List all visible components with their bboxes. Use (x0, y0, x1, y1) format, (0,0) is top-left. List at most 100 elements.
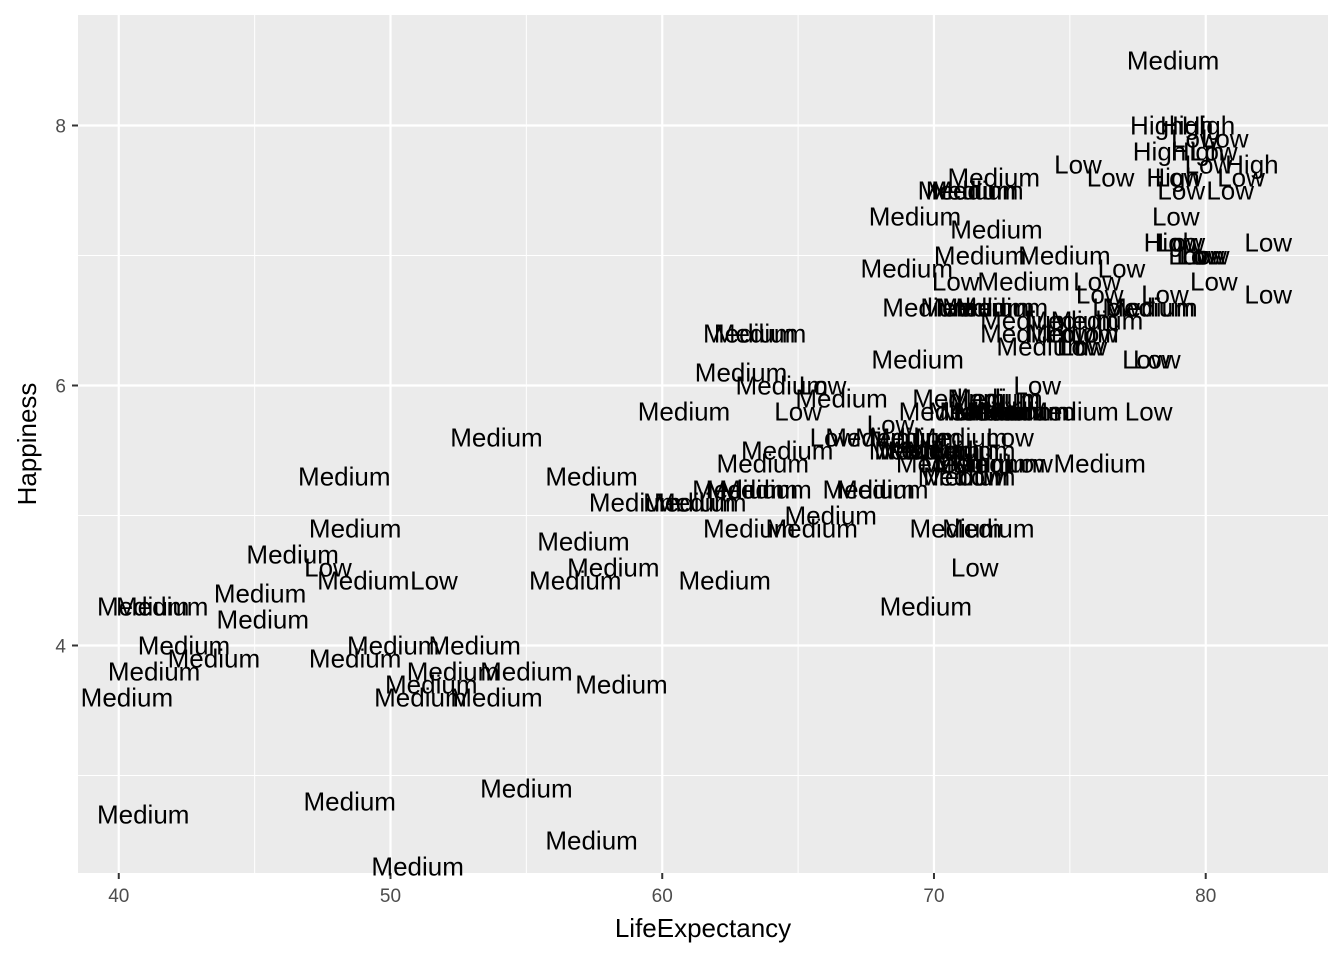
point-label: Low (1244, 228, 1292, 258)
point-label: Medium (692, 475, 784, 505)
plot-background (78, 15, 1328, 873)
point-label: Medium (1051, 306, 1143, 336)
point-label: Low (1125, 397, 1173, 427)
point-label: Medium (1026, 397, 1118, 427)
point-label: Medium (717, 449, 809, 479)
point-label: Medium (937, 293, 1029, 323)
point-label: Low (774, 397, 822, 427)
point-label: Low (1013, 371, 1061, 401)
point-label: Low (1133, 345, 1181, 375)
point-label: Medium (97, 800, 189, 830)
point-label: Medium (918, 462, 1010, 492)
point-label: Medium (934, 241, 1026, 271)
point-label: Medium (428, 631, 520, 661)
y-tick-label: 6 (55, 377, 66, 398)
point-label: Low (1092, 293, 1140, 323)
point-label: Medium (928, 397, 1020, 427)
point-label: Medium (309, 514, 401, 544)
point-label: Medium (217, 605, 309, 635)
y-tick-label: 8 (55, 117, 66, 138)
point-label: Medium (741, 436, 833, 466)
point-label: Medium (948, 163, 1040, 193)
point-label: Medium (1102, 293, 1194, 323)
point-label: Low (1217, 163, 1265, 193)
point-label: Medium (371, 852, 463, 882)
point-label: Low (1244, 280, 1292, 310)
point-label: Medium (980, 319, 1072, 349)
point-label: Medium (545, 826, 637, 856)
point-label: Medium (956, 293, 1048, 323)
point-label: Low (1179, 241, 1227, 271)
point-label: Medium (861, 254, 953, 284)
point-label: Medium (719, 475, 811, 505)
point-label: Medium (309, 644, 401, 674)
point-label: Medium (654, 488, 746, 518)
point-label: Medium (714, 319, 806, 349)
x-axis-title: LifeExpectancy (615, 913, 791, 943)
point-label: Medium (874, 436, 966, 466)
point-label: Low (986, 423, 1034, 453)
point-label: Medium (138, 631, 230, 661)
point-label: Medium (939, 397, 1031, 427)
point-label: Low (1171, 124, 1219, 154)
point-label: Medium (589, 488, 681, 518)
point-label: Medium (385, 670, 477, 700)
point-label: Low (1046, 319, 1094, 349)
point-label: Medium (983, 397, 1075, 427)
point-label: Low (932, 267, 980, 297)
point-label: Medium (953, 397, 1045, 427)
point-label: Low (1182, 241, 1230, 271)
point-label: Medium (695, 358, 787, 388)
point-label: Medium (1026, 319, 1118, 349)
point-label: Medium (1026, 306, 1118, 336)
point-label: Medium (918, 176, 1010, 206)
point-label: Medium (1105, 293, 1197, 323)
point-label: Low (867, 410, 915, 440)
point-label: Medium (980, 306, 1072, 336)
point-label: Low (1206, 176, 1254, 206)
point-label: Medium (168, 644, 260, 674)
point-label: Medium (1018, 241, 1110, 271)
point-label: Medium (950, 215, 1042, 245)
x-tick-label: 60 (652, 886, 673, 907)
point-label: Low (1190, 267, 1238, 297)
point-label: Medium (956, 397, 1048, 427)
y-tick-label: 4 (55, 637, 66, 658)
point-label: Medium (575, 670, 667, 700)
point-label: Medium (317, 566, 409, 596)
point-label: High (1144, 228, 1197, 258)
point-label: Medium (545, 462, 637, 492)
point-label: Low (1185, 150, 1233, 180)
point-label: Medium (948, 384, 1040, 414)
point-label: Medium (926, 176, 1018, 206)
point-label: Medium (825, 423, 917, 453)
axis-ticks: 40 50 60 70 80 4 6 8 (55, 117, 1216, 908)
point-label: Low (1141, 280, 1189, 310)
x-tick-label: 70 (923, 886, 944, 907)
point-label: Low (1152, 202, 1200, 232)
point-label: High (1182, 111, 1235, 141)
point-label: Medium (880, 436, 972, 466)
point-label: Low (1155, 163, 1203, 193)
point-label: Medium (855, 423, 947, 453)
point-label: Medium (246, 540, 338, 570)
point-label: Medium (784, 501, 876, 531)
point-label: Medium (537, 527, 629, 557)
point-label: Low (1057, 332, 1105, 362)
point-label: Medium (882, 293, 974, 323)
point-label: Low (951, 553, 999, 583)
point-label: Medium (915, 423, 1007, 453)
point-label: Medium (920, 293, 1012, 323)
point-label: Medium (703, 319, 795, 349)
point-label: Medium (967, 397, 1059, 427)
point-label: Medium (303, 787, 395, 817)
point-label: Low (1087, 163, 1135, 193)
point-label: Medium (909, 514, 1001, 544)
point-label: Medium (896, 449, 988, 479)
point-label: High (1133, 137, 1186, 167)
point-label: Medium (407, 657, 499, 687)
point-label: Medium (81, 683, 173, 713)
point-label: High (1171, 137, 1224, 167)
point-label: Low (1070, 319, 1118, 349)
